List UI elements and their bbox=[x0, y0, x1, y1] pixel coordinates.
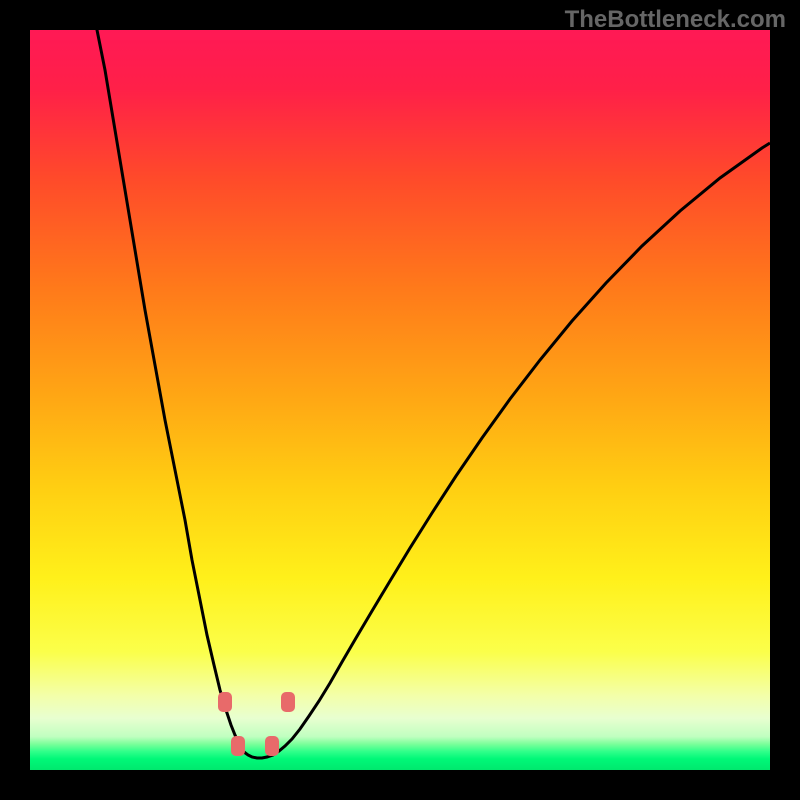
curve-marker bbox=[265, 736, 279, 756]
plot-area bbox=[30, 30, 770, 770]
curve-marker bbox=[218, 692, 232, 712]
curve-marker bbox=[281, 692, 295, 712]
curve-path bbox=[95, 30, 770, 758]
bottleneck-curve bbox=[30, 30, 770, 770]
curve-marker bbox=[231, 736, 245, 756]
watermark-text: TheBottleneck.com bbox=[565, 6, 786, 34]
